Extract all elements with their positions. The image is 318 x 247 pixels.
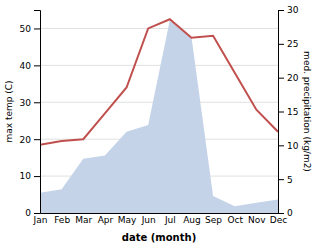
x-axis: Jan Feb Mar Apr May Jun Jul Aug Sep Oct Nov Dec [33, 213, 288, 225]
y2-axis: 0 5 10 15 20 25 30 [278, 5, 299, 218]
y-axis: 0 10 20 30 40 50 [20, 11, 41, 219]
tick-mark [34, 176, 40, 177]
tick-mark [34, 65, 40, 66]
tick-mark [34, 102, 40, 103]
tick: Apr [98, 213, 114, 225]
tick-label: 10 [287, 141, 299, 151]
grid-line [40, 65, 278, 66]
tick-label: 10 [20, 171, 32, 181]
axis-line [34, 11, 41, 214]
tick-mark [278, 213, 284, 214]
tick-label: Dec [270, 215, 287, 225]
grid-line [40, 28, 278, 29]
tick: Jan [33, 213, 48, 225]
tick-label: 50 [20, 24, 32, 34]
tick-label: 5 [287, 175, 293, 185]
tick: 0 [278, 208, 293, 218]
precip-area [40, 20, 278, 213]
marks [40, 19, 278, 213]
tick-label: Apr [98, 215, 114, 225]
tick: Aug [183, 213, 201, 225]
tick: May [118, 213, 137, 225]
tick: Feb [54, 213, 70, 225]
tick: Jun [141, 213, 156, 225]
tick: Sep [205, 213, 222, 225]
temp-line [40, 19, 278, 144]
x-axis-title: date (month) [122, 232, 196, 243]
tick-label: Jul [164, 215, 176, 225]
tick-label: Feb [54, 215, 70, 225]
tick-mark [278, 10, 284, 11]
tick-label: 15 [287, 107, 298, 117]
tick: Dec [270, 213, 287, 225]
tick: 30 [278, 5, 299, 15]
tick-mark [278, 112, 284, 113]
tick: 10 [20, 171, 40, 181]
tick-label: Nov [248, 215, 266, 225]
tick-mark [278, 78, 284, 79]
plot-area: JanFebMarAprMayJunJulAugSepOctNovDec0102… [4, 5, 312, 243]
tick: 15 [278, 107, 298, 117]
tick-label: 25 [287, 39, 298, 49]
tick: 25 [278, 39, 298, 49]
tick-label: 30 [287, 5, 299, 15]
y-axis-title: max temp (C) [4, 80, 14, 142]
axis-line [41, 213, 279, 214]
tick-label: 40 [20, 61, 32, 71]
tick-label: Mar [75, 215, 92, 225]
tick: Jul [164, 213, 176, 225]
tick: Oct [227, 213, 243, 225]
tick-label: 30 [20, 98, 32, 108]
axis-line [279, 11, 285, 214]
tick: Nov [248, 213, 266, 225]
tick-label: May [118, 215, 137, 225]
tick-label: Jun [141, 215, 156, 225]
tick-label: 20 [20, 135, 32, 145]
tick: 50 [20, 24, 40, 34]
tick: 5 [278, 175, 293, 185]
tick-label: Jan [33, 215, 48, 225]
tick-label: 0 [25, 208, 31, 218]
tick: 40 [20, 61, 40, 71]
tick-mark [34, 213, 40, 214]
tick-mark [278, 145, 284, 146]
tick: 20 [278, 73, 299, 83]
chart: JanFebMarAprMayJunJulAugSepOctNovDec0102… [0, 0, 318, 247]
tick-mark [278, 44, 284, 45]
tick-label: Sep [205, 215, 222, 225]
tick-label: 0 [287, 208, 293, 218]
tick-mark [34, 139, 40, 140]
tick-label: Aug [183, 215, 201, 225]
tick-label: 20 [287, 73, 299, 83]
y2-axis-title: med. precipitation (kg/m2) [302, 51, 312, 172]
tick: Mar [75, 213, 92, 225]
tick-mark [278, 179, 284, 180]
tick: 10 [278, 141, 299, 151]
tick: 20 [20, 135, 40, 145]
tick: 30 [20, 98, 40, 108]
tick: 0 [25, 208, 40, 218]
tick-label: Oct [227, 215, 243, 225]
tick-mark [34, 28, 40, 29]
